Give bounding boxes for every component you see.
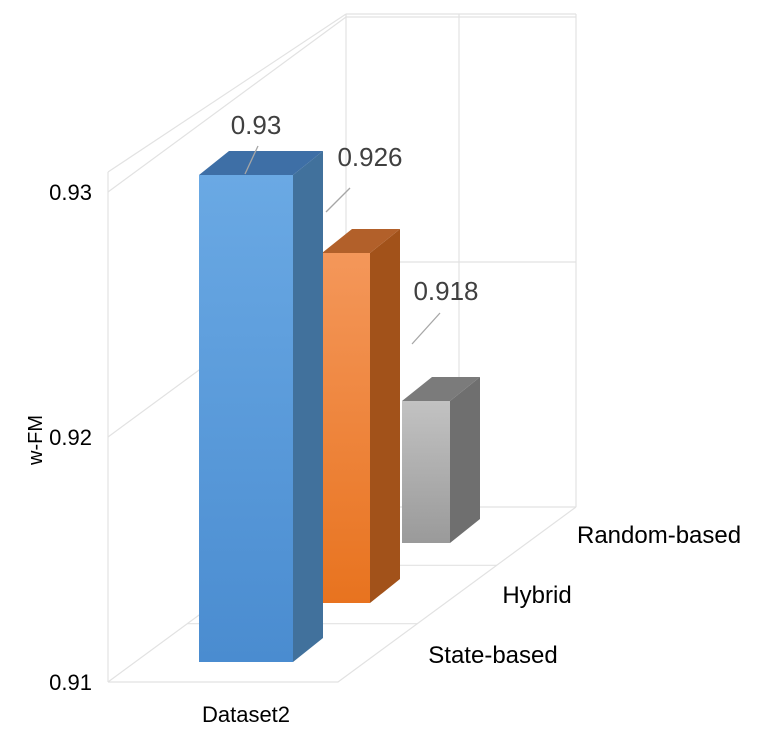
bar-side-0 — [293, 151, 323, 662]
bars — [199, 151, 480, 662]
bar-top-0 — [199, 151, 323, 175]
leader-line-0 — [244, 145, 259, 175]
y-tick-labels: 0.91 0.92 0.93 — [49, 180, 92, 695]
series-labels: State-based Hybrid Random-based — [428, 522, 741, 669]
series-label-random-based: Random-based — [577, 522, 741, 549]
data-label-state-based: 0.93 — [231, 110, 282, 140]
bar-front-0 — [199, 175, 293, 662]
wall-top-edge — [107, 13, 347, 173]
bar-front-1 — [322, 253, 370, 603]
leader-line-2 — [411, 312, 441, 345]
bar-side-2 — [450, 377, 480, 543]
y-tick-label-1: 0.92 — [49, 425, 92, 450]
series-label-hybrid: Hybrid — [502, 582, 571, 609]
bar-random-based — [402, 377, 480, 543]
data-label-hybrid: 0.926 — [337, 142, 402, 172]
bar-front-2 — [402, 401, 450, 543]
series-label-state-based: State-based — [428, 642, 557, 669]
data-label-random-based: 0.918 — [413, 276, 478, 306]
bar-top-2 — [402, 377, 480, 401]
data-labels: 0.93 0.926 0.918 — [231, 110, 479, 345]
y-axis-label: w-FM — [25, 415, 47, 466]
category-label: Dataset2 — [202, 702, 290, 727]
y-tick-label-2: 0.93 — [49, 180, 92, 205]
bar-state-based — [199, 151, 323, 662]
bar-hybrid — [322, 229, 400, 603]
leader-line-1 — [325, 187, 351, 213]
y-tick-label-0: 0.91 — [49, 670, 92, 695]
bar-top-1 — [322, 229, 400, 253]
bar-side-1 — [370, 229, 400, 603]
